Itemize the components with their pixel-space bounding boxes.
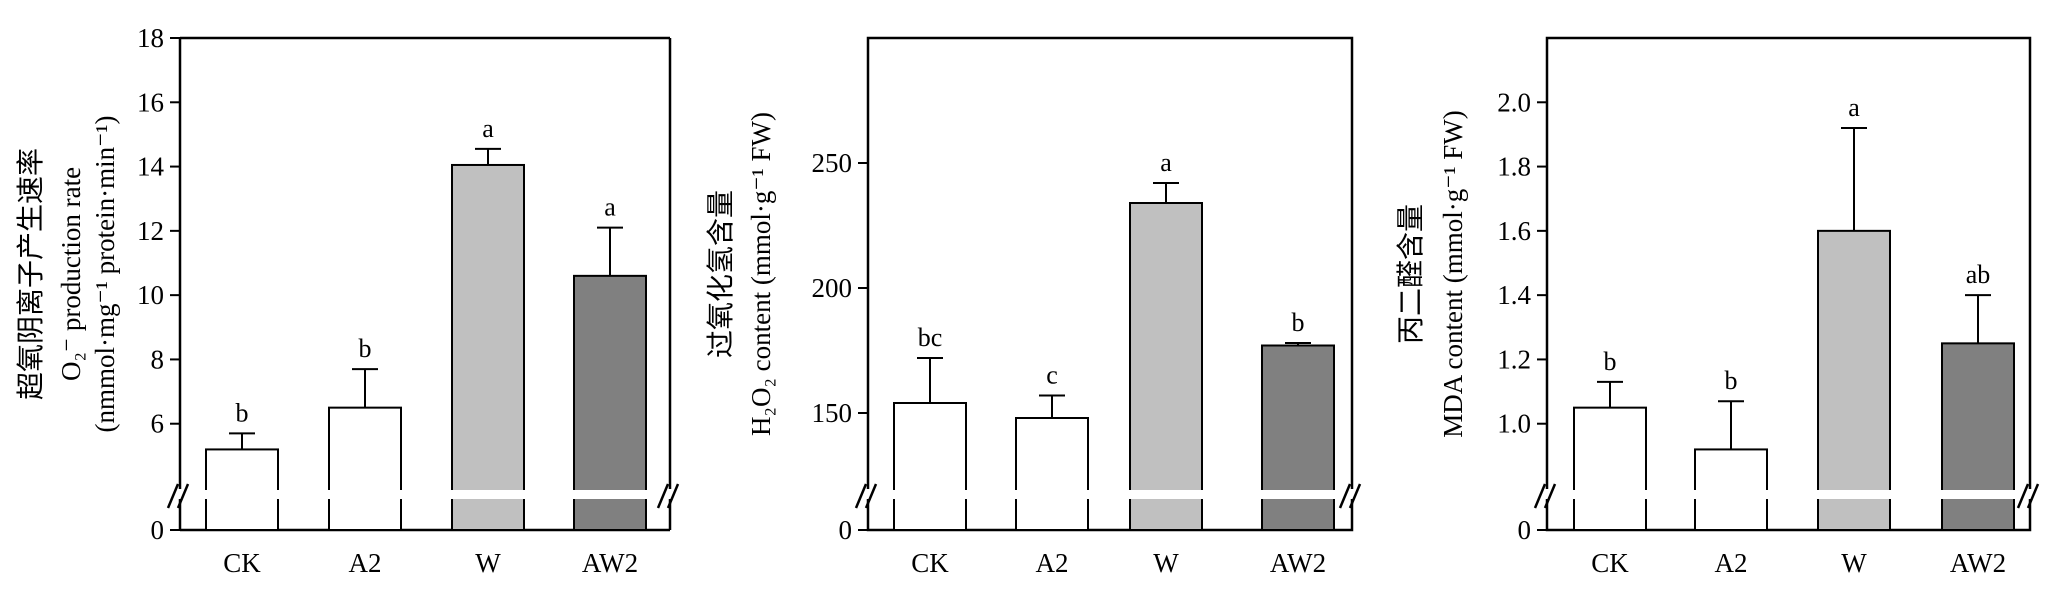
y-tick-label: 1.6	[1497, 216, 1531, 246]
axis-break-mark	[1348, 483, 1362, 509]
bar-w	[451, 163, 525, 531]
x-tick-label: CK	[911, 548, 949, 578]
y-tick-label: 150	[812, 398, 853, 428]
bar-w	[1129, 202, 1203, 531]
bar-a2	[1015, 417, 1089, 531]
axis-break-mark	[2016, 483, 2030, 509]
significance-label: b	[359, 334, 372, 363]
x-tick-label: W	[475, 548, 501, 578]
y-axis-label-en: O₂⁻ production rate	[56, 167, 86, 381]
plot-frame	[866, 36, 1354, 532]
y-tick-label: 8	[151, 344, 165, 374]
y-axis-label-en: H₂O₂ content (mmol·g⁻¹ FW)	[746, 112, 776, 436]
y-tick-label: 0	[1518, 515, 1532, 545]
x-tick-label: A2	[1036, 548, 1069, 578]
significance-label: ab	[1966, 260, 1991, 289]
x-tick-label: CK	[1591, 548, 1629, 578]
axis-break-mark	[854, 483, 868, 509]
axis-break-gap	[2016, 489, 2044, 499]
x-tick-label: AW2	[1950, 548, 2006, 578]
y-tick-label: 2.0	[1497, 87, 1531, 117]
y-tick-label: 16	[137, 87, 164, 117]
bar-ck	[1573, 406, 1647, 531]
significance-label: a	[482, 114, 494, 143]
y-tick-label: 14	[137, 152, 165, 182]
axis-break-mark	[176, 483, 190, 509]
significance-label: bc	[918, 323, 943, 352]
significance-label: b	[1725, 366, 1738, 395]
significance-label: c	[1046, 361, 1058, 390]
bar-a2	[328, 406, 402, 531]
axis-break-mark	[2026, 483, 2040, 509]
significance-label: a	[1848, 93, 1860, 122]
significance-label: a	[1160, 148, 1172, 177]
y-axis-label-cn: 超氧阴离子产生速率	[15, 148, 47, 400]
x-tick-label: W	[1153, 548, 1179, 578]
y-axis-label-units: (nmmol·mg⁻¹ protein·min⁻¹)	[90, 116, 120, 433]
x-tick-label: A2	[1715, 548, 1748, 578]
y-tick-label: 1.8	[1497, 152, 1531, 182]
panel-superoxide: 0 6 8 10 12 14 16 18 b CK b A2 a Wa AW2 超氧阴离子产生速率 O₂⁻ pr…	[15, 23, 684, 578]
axis-break-gap	[1533, 489, 1561, 499]
x-tick-label: W	[1841, 548, 1867, 578]
x-tick-label: AW2	[1270, 548, 1326, 578]
y-axis-label-en: MDA content (mmol·g⁻¹ FW)	[1438, 110, 1468, 438]
axis-break-band	[871, 490, 1349, 499]
panel-hydrogen-peroxide: 0 150 200 250 bc CK c A2 a Wb AW2 过氧化氢含量 H₂O₂ conten…	[705, 36, 1366, 578]
y-tick-label: 0	[151, 515, 165, 545]
axis-break-mark	[166, 483, 180, 509]
significance-label: b	[1604, 347, 1617, 376]
axis-break-mark	[656, 483, 670, 509]
axis-break-gap	[854, 489, 882, 499]
bar-ck	[205, 448, 279, 531]
x-tick-label: CK	[223, 548, 261, 578]
y-axis-label-cn: 丙二醛含量	[1395, 204, 1427, 344]
y-tick-label: 1.2	[1497, 344, 1531, 374]
y-tick-label: 1.4	[1497, 280, 1531, 310]
bar-aw2	[1941, 342, 2015, 531]
axis-break-band	[1550, 490, 2027, 499]
axis-break-mark	[1533, 483, 1547, 509]
y-tick-label: 200	[812, 273, 853, 303]
y-tick-label: 10	[137, 280, 164, 310]
y-tick-label: 1.0	[1497, 409, 1531, 439]
panel-mda: 0 1.0 1.2 1.4 1.6 1.8 2.0 b CK b A2 a Wab AW2 丙二醛含量 MDA…	[1395, 36, 2044, 578]
significance-label: b	[1292, 308, 1305, 337]
plot-frame	[1545, 36, 2032, 532]
axis-break-gap	[1338, 489, 1366, 499]
axis-break-band	[183, 490, 667, 499]
significance-label: a	[604, 193, 616, 222]
y-tick-label: 250	[812, 148, 853, 178]
bar-aw2	[1261, 344, 1335, 531]
significance-label: b	[236, 398, 249, 427]
bar-a2	[1694, 448, 1768, 531]
y-tick-label: 0	[839, 515, 853, 545]
x-tick-label: A2	[349, 548, 382, 578]
axis-break-mark	[666, 483, 680, 509]
y-tick-label: 6	[151, 409, 165, 439]
y-tick-label: 12	[137, 216, 164, 246]
bar-ck	[893, 402, 967, 531]
axis-break-gap	[656, 489, 684, 499]
axis-break-mark	[1543, 483, 1557, 509]
axis-break-gap	[166, 489, 194, 499]
bar-w	[1817, 229, 1891, 531]
y-tick-label: 18	[137, 23, 164, 53]
axis-break-mark	[1338, 483, 1352, 509]
axis-break-mark	[864, 483, 878, 509]
x-tick-label: AW2	[582, 548, 638, 578]
y-axis-label-cn: 过氧化氢含量	[705, 190, 737, 358]
